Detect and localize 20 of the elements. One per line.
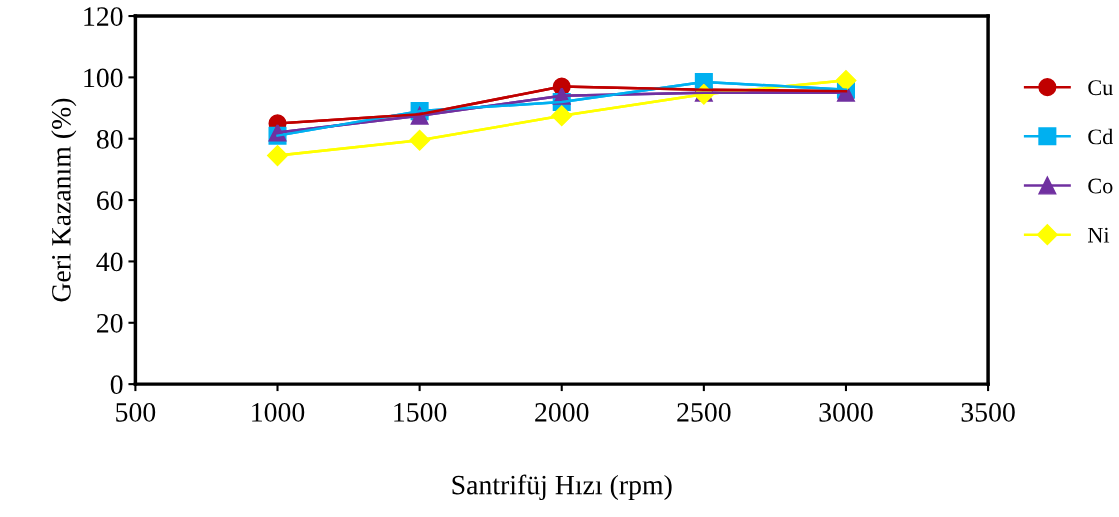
x-tick-label: 1500: [394, 402, 447, 422]
y-tick-label: 0: [110, 375, 123, 395]
x-tick-label: 500: [116, 402, 156, 422]
x-tick-label: 3500: [961, 402, 1015, 422]
legend-label: Cu: [1088, 80, 1113, 96]
x-tick-label: 3000: [819, 402, 873, 422]
x-tick-label: 1000: [252, 402, 305, 422]
y-tick-label: 40: [96, 252, 123, 272]
y-tick-label: 80: [96, 129, 123, 149]
y-tick-label: 120: [84, 7, 123, 26]
y-tick-label: 100: [84, 68, 123, 88]
x-axis-title: Santrifüj Hızı (rpm): [452, 474, 672, 501]
x-tick-label: 2000: [535, 402, 589, 422]
y-tick-label: 20: [97, 313, 123, 333]
legend-label: Ni: [1087, 227, 1110, 243]
y-tick-label: 60: [97, 191, 123, 210]
x-tick-label: 2500: [677, 402, 731, 422]
legend-label: Co: [1088, 178, 1113, 194]
y-axis-title: Geri Kazanım (%): [51, 98, 77, 302]
legend-label: Cd: [1088, 128, 1114, 145]
